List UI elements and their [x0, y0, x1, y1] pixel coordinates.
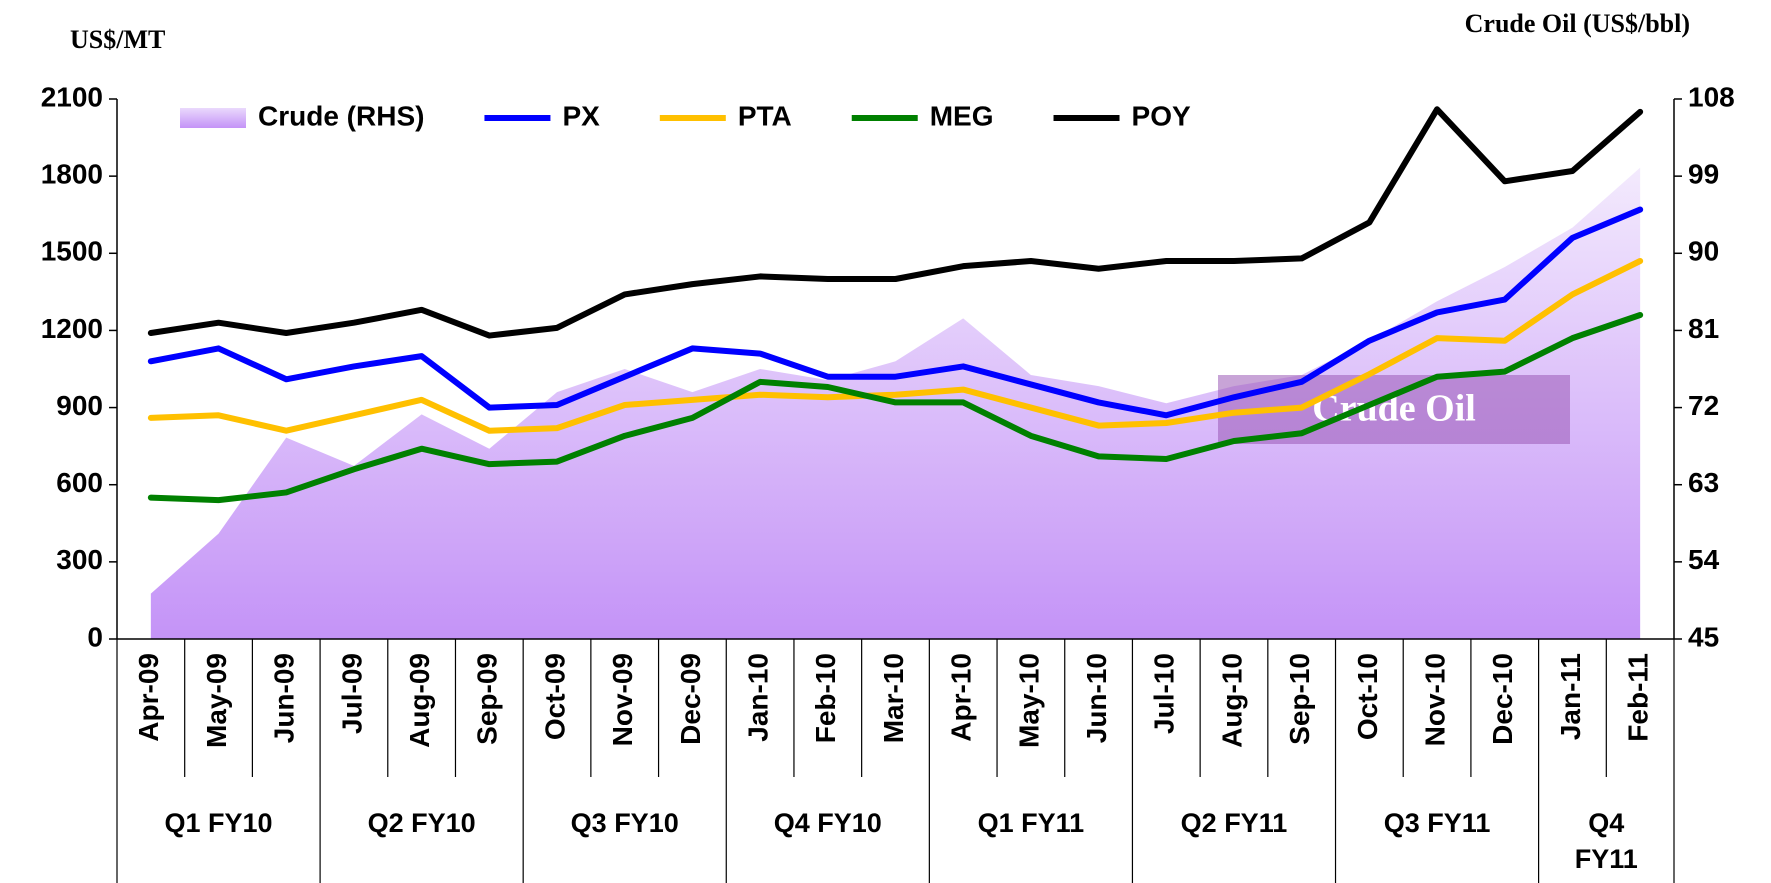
x-tick-label: Apr-10	[946, 653, 977, 742]
y-axis-title: US$/MT	[70, 25, 165, 54]
y-tick-label: 1500	[41, 236, 103, 267]
x-tick-label: Jul-10	[1149, 653, 1180, 734]
x-tick-label: Feb-11	[1623, 653, 1654, 742]
x-tick-label: May-09	[201, 653, 232, 748]
x-tick-label: Jan-11	[1555, 653, 1586, 740]
line-meg	[147, 312, 1644, 504]
y-tick-label: 1200	[41, 313, 103, 344]
y2-tick-label: 63	[1688, 467, 1719, 498]
x-tick-label: Mar-10	[878, 653, 909, 743]
line-px	[147, 206, 1644, 419]
x-tick-label: Aug-10	[1216, 653, 1247, 748]
y2-tick-label: 99	[1688, 159, 1719, 190]
legend-label: PX	[562, 100, 600, 131]
y-tick-label: 900	[56, 390, 103, 421]
legend-label: POY	[1132, 100, 1191, 131]
x-tick-label: May-10	[1013, 653, 1044, 748]
x-tick-label: Feb-10	[810, 653, 841, 743]
x-tick-label: Nov-10	[1419, 653, 1450, 746]
y-tick-label: 600	[56, 467, 103, 498]
legend-label: MEG	[930, 100, 994, 131]
group-label: Q4 FY10	[773, 808, 882, 838]
legend-swatch	[180, 108, 246, 128]
x-tick-label: Sep-09	[472, 653, 503, 745]
line-pta	[147, 258, 1644, 434]
y2-tick-label: 90	[1688, 236, 1719, 267]
y-tick-label: 0	[87, 621, 103, 652]
group-label: Q3 FY10	[570, 808, 679, 838]
x-tick-label: Jun-10	[1081, 653, 1112, 743]
group-label: Q4 FY11	[1574, 808, 1638, 874]
group-label: Q1 FY10	[164, 808, 273, 838]
group-label: Q2 FY10	[367, 808, 476, 838]
y2-axis-title: Crude Oil (US$/bbl)	[1465, 9, 1690, 38]
line-poy	[147, 106, 1644, 339]
x-tick-label: Apr-09	[133, 653, 164, 742]
y2-tick-label: 45	[1688, 621, 1719, 652]
x-tick-label: Oct-10	[1352, 653, 1383, 740]
y-tick-label: 2100	[41, 81, 103, 112]
legend-label: PTA	[738, 100, 792, 131]
y-tick-label: 1800	[41, 159, 103, 190]
x-tick-label: Jan-10	[742, 653, 773, 742]
x-tick-label: Dec-09	[675, 653, 706, 745]
x-tick-label: Oct-09	[539, 653, 570, 740]
x-tick-label: Sep-10	[1284, 653, 1315, 745]
y-tick-label: 300	[56, 544, 103, 575]
group-label: Q1 FY11	[977, 808, 1085, 838]
x-tick-label: Jun-09	[269, 653, 300, 743]
y2-tick-label: 54	[1688, 544, 1720, 575]
legend-label: Crude (RHS)	[258, 100, 424, 131]
y2-tick-label: 72	[1688, 390, 1719, 421]
x-tick-label: Jul-09	[336, 653, 367, 734]
x-tick-label: Dec-10	[1487, 653, 1518, 745]
y2-tick-label: 81	[1688, 313, 1719, 344]
y2-tick-label: 108	[1688, 81, 1735, 112]
x-tick-label: Nov-09	[607, 653, 638, 746]
group-label: Q3 FY11	[1383, 808, 1491, 838]
x-tick-label: Aug-09	[404, 653, 435, 748]
group-label: Q2 FY11	[1180, 808, 1288, 838]
